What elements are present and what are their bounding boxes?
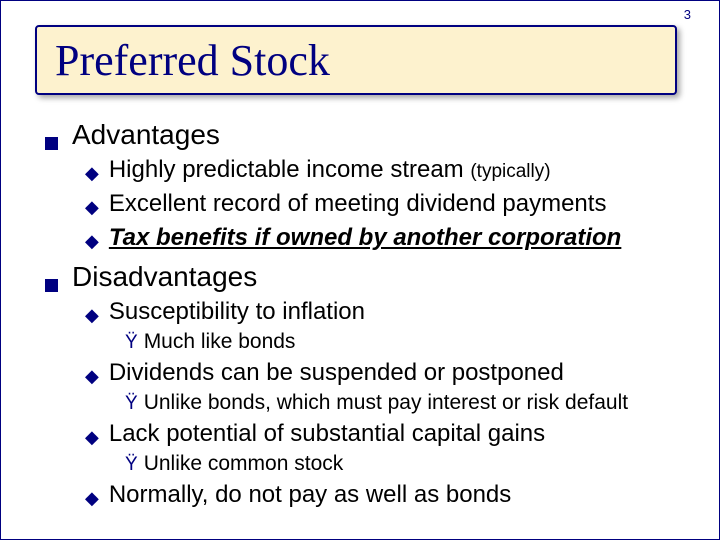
list-item: ◆ Normally, do not pay as well as bonds [85,480,689,510]
item-main: Highly predictable income stream [109,156,471,183]
section-heading-disadvantages: Disadvantages [45,261,689,293]
diamond-bullet-icon: ◆ [85,489,99,507]
content-area: Advantages ◆ Highly predictable income s… [45,111,689,510]
heading-text: Disadvantages [72,261,257,293]
diamond-bullet-icon: ◆ [85,164,99,182]
square-bullet-icon [45,279,58,292]
list-item: ◆ Excellent record of meeting dividend p… [85,189,689,219]
sub-list-item: Ÿ Much like bonds [125,330,689,354]
sub-bullet-icon: Ÿ [125,332,138,354]
diamond-bullet-icon: ◆ [85,198,99,216]
diamond-bullet-icon: ◆ [85,428,99,446]
list-item: ◆ Highly predictable income stream (typi… [85,155,689,185]
page-number: 3 [684,7,691,22]
sub-list-item: Ÿ Unlike bonds, which must pay interest … [125,391,689,415]
list-item: ◆ Susceptibility to inflation [85,297,689,327]
item-text: Lack potential of substantial capital ga… [109,419,545,449]
sub-item-text: Unlike bonds, which must pay interest or… [144,391,628,415]
sub-item-text: Much like bonds [144,330,296,354]
sub-item-text: Unlike common stock [144,452,344,476]
sub-bullet-icon: Ÿ [125,454,138,476]
slide-title: Preferred Stock [55,35,330,86]
diamond-bullet-icon: ◆ [85,232,99,250]
sub-bullet-icon: Ÿ [125,393,138,415]
item-text: Dividends can be suspended or postponed [109,358,564,388]
diamond-bullet-icon: ◆ [85,367,99,385]
item-text: Susceptibility to inflation [109,297,365,327]
square-bullet-icon [45,137,58,150]
diamond-bullet-icon: ◆ [85,306,99,324]
sub-list-item: Ÿ Unlike common stock [125,452,689,476]
item-text: Highly predictable income stream (typica… [109,155,551,185]
title-box: Preferred Stock [35,25,677,95]
list-item: ◆ Lack potential of substantial capital … [85,419,689,449]
item-paren: (typically) [470,161,550,182]
list-item: ◆ Dividends can be suspended or postpone… [85,358,689,388]
item-text: Excellent record of meeting dividend pay… [109,189,607,219]
section-heading-advantages: Advantages [45,119,689,151]
heading-text: Advantages [72,119,220,151]
list-item: ◆ Tax benefits if owned by another corpo… [85,223,689,253]
item-text: Normally, do not pay as well as bonds [109,480,511,510]
item-text-emphasized: Tax benefits if owned by another corpora… [109,223,622,253]
